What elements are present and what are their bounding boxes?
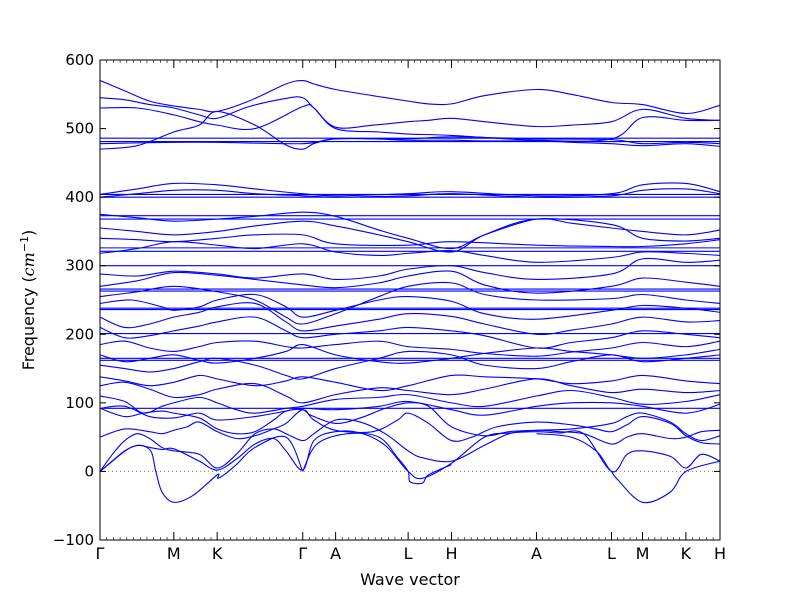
dispersion-branch (100, 400, 720, 421)
y-tick-label: 400 (65, 188, 94, 206)
high-symmetry-label: H (446, 544, 458, 563)
dispersion-branch (100, 402, 720, 442)
dispersion-branch (100, 270, 720, 294)
dispersion-branch (100, 257, 720, 281)
high-symmetry-label: A (330, 544, 341, 563)
y-tick-label: 200 (65, 325, 94, 343)
high-symmetry-label: Γ (298, 544, 307, 563)
dispersion-branch (100, 435, 304, 503)
high-symmetry-label: K (212, 544, 223, 563)
y-tick-label: 300 (65, 257, 94, 275)
high-symmetry-label: M (636, 544, 650, 563)
dispersion-branch (100, 374, 720, 392)
y-axis: −100 0 100 200 300 400 500 600 (53, 51, 720, 549)
dispersion-branch (100, 241, 720, 263)
y-tick-label: 0 (84, 462, 94, 480)
dispersion-branches (100, 80, 720, 504)
dispersion-branch (100, 211, 720, 250)
dispersion-branch (100, 409, 720, 445)
high-symmetry-label: M (167, 544, 181, 563)
dispersion-branch (100, 188, 720, 198)
high-symmetry-label: H (714, 544, 726, 563)
dispersion-branch (302, 432, 452, 485)
dispersion-branch (100, 293, 720, 320)
dispersion-branch (100, 182, 720, 197)
y-axis-label: Frequency (cm−1) (18, 230, 38, 371)
dispersion-branch (100, 281, 720, 325)
dispersion-branch (100, 302, 720, 336)
y-tick-label: 100 (65, 394, 94, 412)
y-tick-label: −100 (53, 531, 94, 549)
dispersion-branch (100, 136, 720, 145)
high-symmetry-label: K (681, 544, 692, 563)
dispersion-branch (100, 340, 720, 357)
dispersion-branch (100, 316, 720, 349)
dispersion-branch (100, 378, 720, 404)
high-symmetry-label: Γ (96, 544, 105, 563)
dispersion-branch (100, 218, 720, 253)
y-tick-label: 600 (65, 51, 94, 69)
high-symmetry-label: L (607, 544, 616, 563)
high-symmetry-label: L (404, 544, 413, 563)
plot-frame (99, 59, 721, 541)
dispersion-branch (100, 389, 720, 414)
dispersion-branch (100, 350, 720, 380)
dispersion-branch (100, 104, 720, 142)
x-axis-label: Wave vector (360, 570, 460, 589)
high-symmetry-label: A (531, 544, 542, 563)
dispersion-branch (100, 80, 720, 115)
dispersion-branch (100, 96, 720, 129)
y-tick-label: 500 (65, 120, 94, 138)
dispersion-branch (536, 433, 720, 504)
